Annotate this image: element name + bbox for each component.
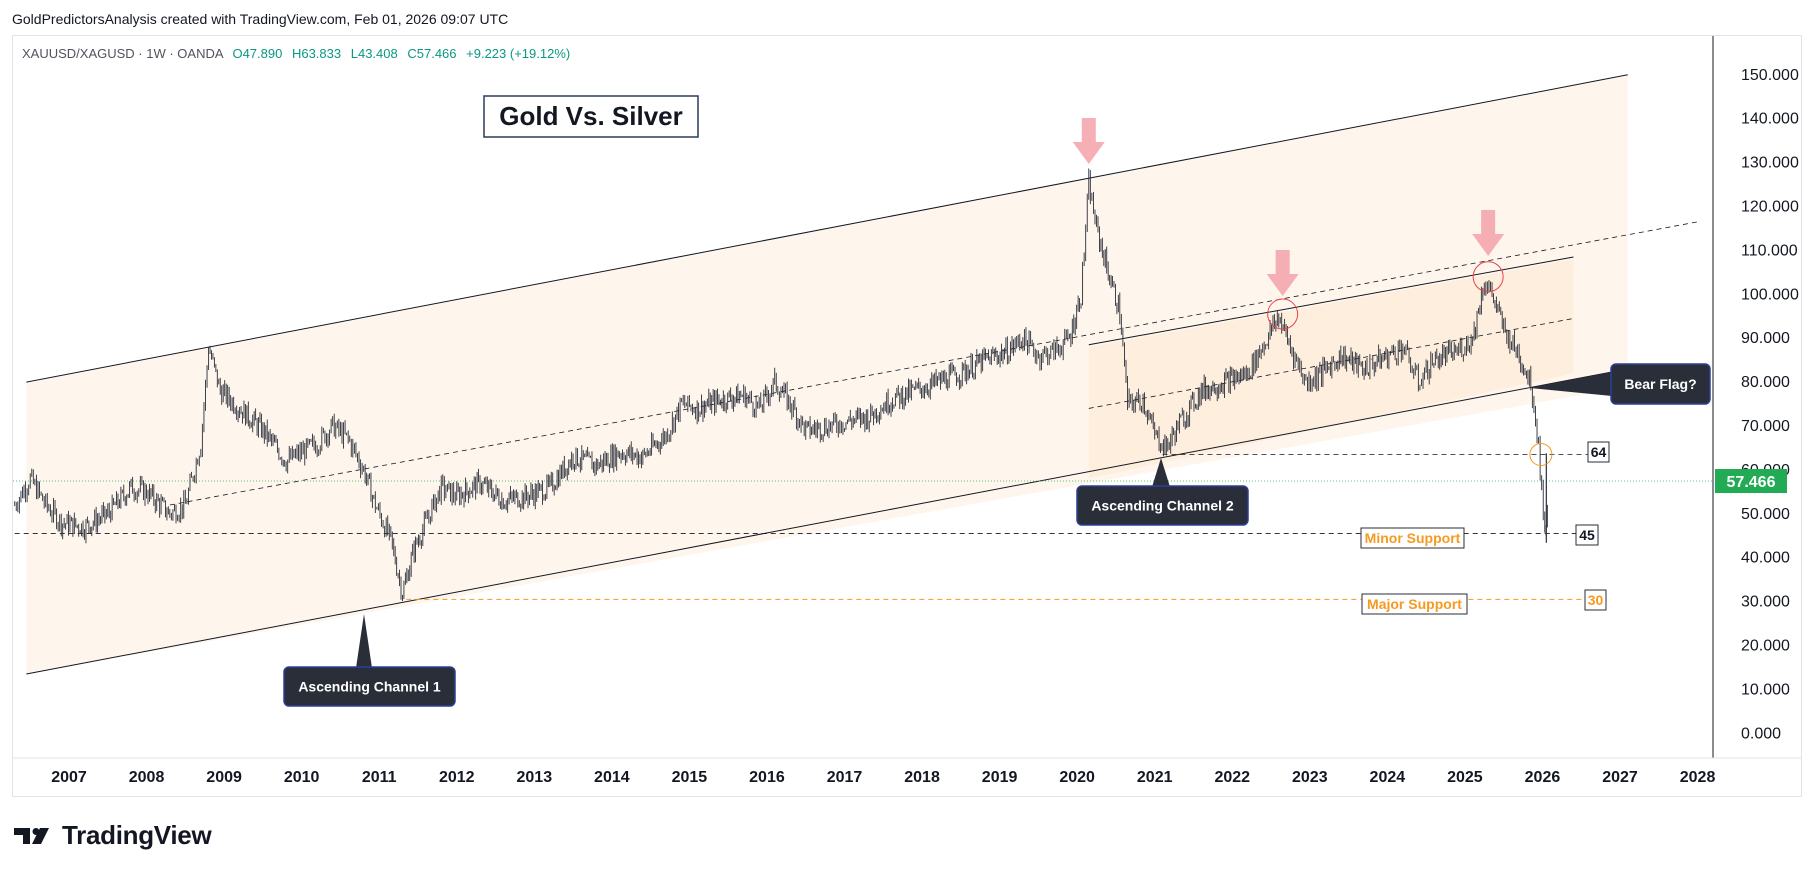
x-tick-label: 2007: [51, 769, 87, 786]
x-tick-label: 2017: [827, 769, 863, 786]
close-label: C: [407, 46, 417, 61]
level-30-label-box: [1584, 589, 1607, 611]
y-tick-label: 30.000: [1741, 594, 1790, 611]
x-tick-label: 2024: [1370, 769, 1406, 786]
y-axis: 150.000 140.000 130.000 120.000 110.000 100.0…: [1712, 36, 1799, 758]
y-tick-label: 110.000: [1741, 242, 1798, 259]
minor-support-label-box: [1360, 527, 1465, 549]
close-value: 57.466: [416, 46, 457, 61]
x-tick-label: 2018: [904, 769, 940, 786]
minor-support-label: Minor Support: [1365, 530, 1461, 546]
y-tick-label: 120.000: [1741, 199, 1799, 216]
y-tick-label: 20.000: [1741, 638, 1790, 655]
low-label: L: [350, 46, 358, 61]
y-tick-label: 70.000: [1741, 418, 1790, 435]
x-tick-label: 2008: [129, 769, 165, 786]
ascending-channel-2-callout: Ascending Channel 2: [1076, 458, 1249, 526]
x-tick-label: 2028: [1680, 769, 1716, 786]
level-30-label: 30: [1588, 592, 1604, 608]
x-tick-label: 2016: [749, 769, 785, 786]
channel-2-upper-line: [1088, 256, 1574, 346]
level-45-label: 45: [1579, 527, 1595, 543]
top-circle-2022: [1267, 298, 1299, 330]
chart-frame: [12, 35, 1802, 797]
ascending-channel-2-callout-label: Ascending Channel 2: [1091, 498, 1234, 514]
ascending-channel-1-fill: [26, 74, 1628, 675]
x-tick-label: 2011: [362, 769, 397, 786]
y-tick-label: 130.000: [1741, 155, 1799, 172]
tradingview-logo[interactable]: TradingView: [14, 820, 212, 851]
low-value: 43.408: [357, 46, 398, 61]
high-label: H: [291, 46, 302, 61]
major-support-label: Major Support: [1367, 596, 1462, 612]
x-tick-label: 2013: [517, 769, 553, 786]
ascending-channel-1-callout-label: Ascending Channel 1: [298, 679, 441, 695]
major-support-label-box: [1361, 593, 1468, 615]
level-64-label-box: [1587, 441, 1610, 463]
candle-series: [14, 168, 1548, 602]
x-tick-label: 2023: [1292, 769, 1328, 786]
x-tick-label: 2019: [982, 769, 1018, 786]
down-arrow-2020: [1072, 118, 1105, 164]
y-tick-label: 50.000: [1741, 506, 1790, 523]
y-tick-label: 80.000: [1741, 374, 1790, 391]
tradingview-brand: TradingView: [62, 820, 212, 850]
down-arrow-2022: [1266, 250, 1299, 296]
y-tick-label: 140.000: [1741, 111, 1799, 128]
bear-flag-callout-label: Bear Flag?: [1624, 376, 1696, 392]
bear-flag-callout: Bear Flag?: [1530, 363, 1711, 405]
x-tick-label: 2012: [439, 769, 475, 786]
channel-1-upper-line: [26, 74, 1628, 383]
y-tick-label: 40.000: [1741, 550, 1790, 567]
x-tick-label: 2020: [1059, 769, 1095, 786]
x-tick-label: 2027: [1602, 769, 1638, 786]
open-label: O: [232, 46, 243, 61]
y-tick-label: 150.000: [1741, 67, 1799, 84]
ascending-channel-1-callout: Ascending Channel 1: [283, 614, 456, 707]
x-tick-label: 2010: [284, 769, 320, 786]
channel-1-mid-line: [169, 221, 1698, 506]
x-tick-label: 2025: [1447, 769, 1483, 786]
y-tick-label: 100.000: [1741, 286, 1799, 303]
symbol-name: XAUUSD/XAGUSD · 1W · OANDA: [22, 46, 223, 61]
ascending-channel-2-fill: [1088, 259, 1574, 479]
open-value: 47.890: [242, 46, 283, 61]
breakdown-circle: [1529, 443, 1553, 467]
down-arrow-2025: [1472, 210, 1505, 256]
level-64-label: 64: [1591, 444, 1607, 460]
y-tick-label: 10.000: [1741, 681, 1790, 698]
channel-2-mid-line: [1088, 318, 1574, 409]
y-tick-label: 0.000: [1741, 725, 1781, 742]
tradingview-logo-icon: [14, 827, 49, 844]
change-value: +9.223 (+19.12%): [466, 46, 571, 61]
level-45-label-box: [1575, 524, 1599, 546]
x-tick-label: 2021: [1137, 769, 1173, 786]
plot-area: [13, 74, 1713, 675]
x-tick-label: 2022: [1214, 769, 1250, 786]
x-axis: 2007 2008 2009 2010 2011 2012 2013 2014 2015 2016…: [13, 757, 1802, 786]
last-price-tag: [1715, 469, 1787, 494]
x-tick-label: 2026: [1525, 769, 1561, 786]
title-box: [483, 95, 699, 138]
x-tick-label: 2015: [672, 769, 708, 786]
channel-1-lower-line: [26, 368, 1628, 675]
last-price-label: 57.466: [1727, 474, 1776, 491]
y-tick-label: 90.000: [1741, 330, 1790, 347]
x-tick-label: 2014: [594, 769, 630, 786]
chart-title: Gold Vs. Silver: [499, 101, 683, 131]
chart-credit: GoldPredictorsAnalysis created with Trad…: [12, 11, 509, 27]
high-value: 63.833: [301, 46, 342, 61]
top-circle-2025: [1472, 261, 1504, 293]
x-tick-label: 2009: [206, 769, 242, 786]
symbol-legend[interactable]: XAUUSD/XAGUSD · 1W · OANDA O47.890 H63.8…: [22, 46, 570, 61]
